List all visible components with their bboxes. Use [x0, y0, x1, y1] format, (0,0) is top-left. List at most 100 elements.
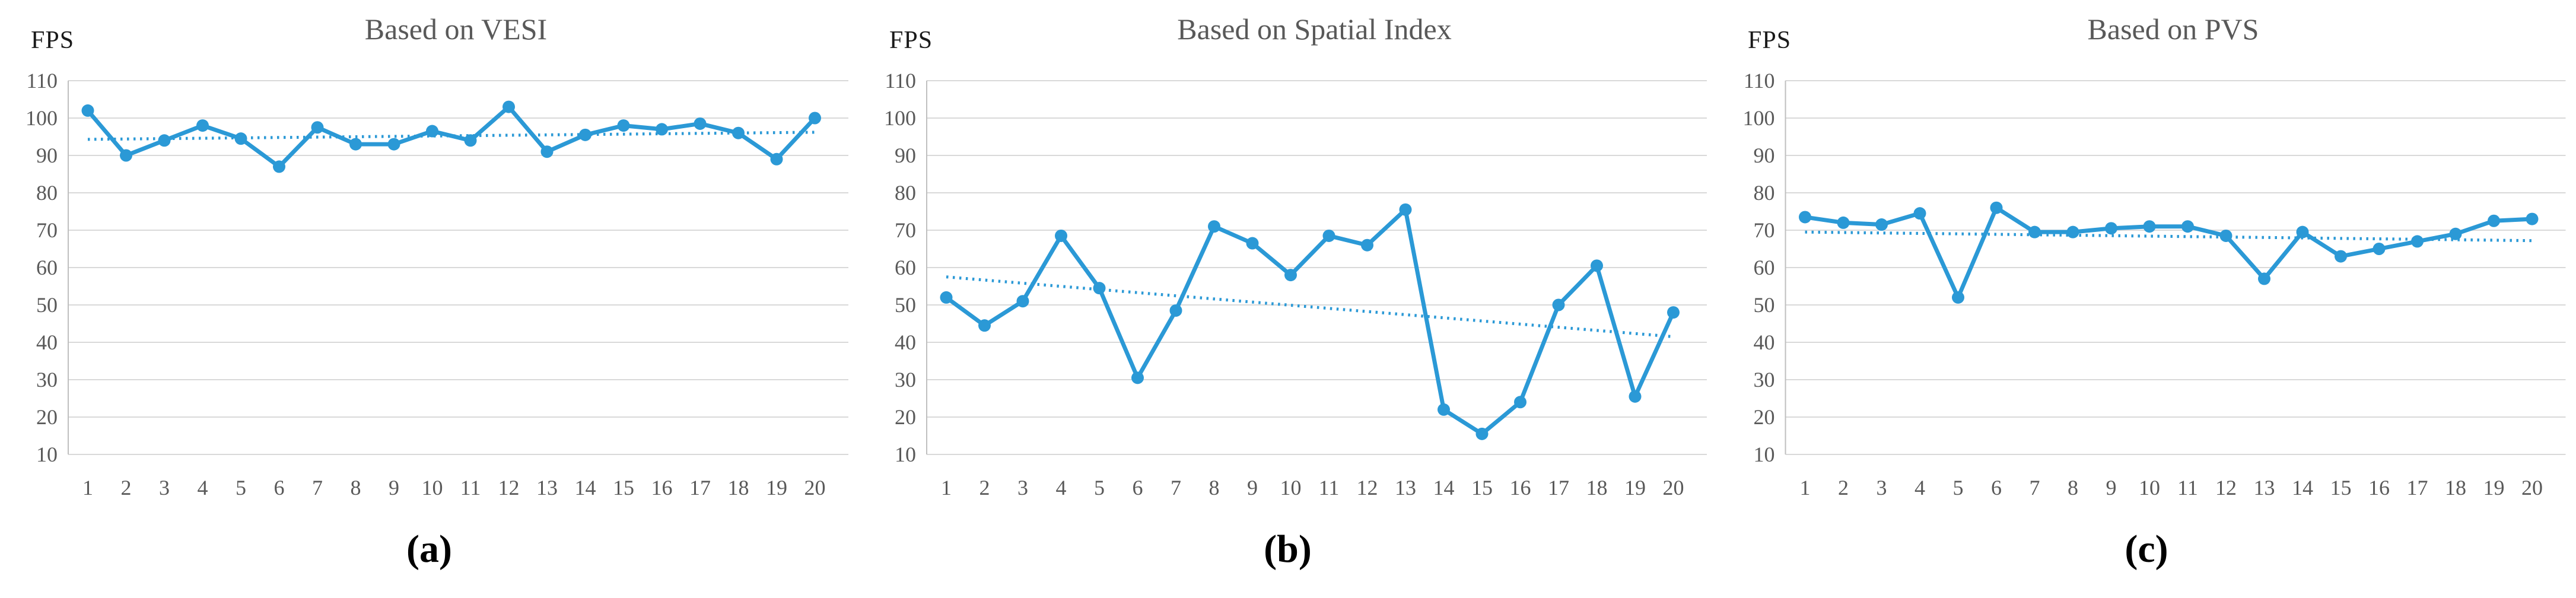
- y-tick-label: 10: [1754, 443, 1775, 466]
- data-point: [234, 132, 247, 145]
- data-point: [1169, 304, 1182, 317]
- data-point: [1131, 371, 1144, 384]
- y-tick-label: 100: [884, 106, 916, 130]
- x-tick-label: 10: [1280, 476, 1302, 500]
- chart-caption: (c): [2125, 527, 2168, 571]
- x-tick-label: 19: [2483, 476, 2505, 500]
- data-point: [2219, 229, 2232, 242]
- data-point: [311, 121, 324, 134]
- y-tick-label: 60: [36, 256, 58, 279]
- data-point: [1016, 295, 1029, 308]
- x-tick-label: 16: [2368, 476, 2390, 500]
- data-point: [809, 112, 821, 125]
- x-tick-label: 18: [2445, 476, 2466, 500]
- data-point: [2105, 222, 2117, 235]
- data-point: [1246, 237, 1259, 250]
- y-tick-label: 80: [1754, 181, 1775, 205]
- x-tick-label: 7: [2030, 476, 2040, 500]
- data-point: [158, 134, 171, 147]
- y-tick-label: 50: [36, 293, 58, 317]
- y-axis-unit-label: FPS: [889, 27, 933, 54]
- y-tick-label: 80: [36, 181, 58, 205]
- x-tick-label: 13: [536, 476, 558, 500]
- data-point: [2181, 220, 2194, 233]
- y-tick-label: 110: [26, 69, 58, 93]
- y-tick-label: 90: [895, 144, 916, 167]
- data-point: [1475, 427, 1489, 440]
- x-tick-label: 10: [422, 476, 443, 500]
- x-tick-label: 9: [1247, 476, 1258, 500]
- y-tick-label: 70: [36, 218, 58, 242]
- data-point: [2143, 220, 2156, 233]
- y-tick-label: 60: [895, 256, 916, 279]
- data-point: [1322, 229, 1335, 242]
- x-tick-label: 14: [1433, 476, 1455, 500]
- data-point: [1837, 216, 1850, 229]
- data-point: [503, 100, 515, 113]
- x-tick-label: 15: [613, 476, 634, 500]
- x-tick-label: 2: [979, 476, 990, 500]
- data-point: [2258, 272, 2270, 285]
- x-tick-label: 6: [274, 476, 285, 500]
- data-point: [2066, 225, 2079, 238]
- y-tick-label: 90: [1754, 144, 1775, 167]
- x-tick-label: 13: [1395, 476, 1416, 500]
- y-tick-label: 10: [36, 443, 58, 466]
- x-tick-label: 16: [651, 476, 673, 500]
- data-point: [273, 160, 285, 173]
- chart-panel-pvs: FPS Based on PVS 110 100 90 80 70 60 50 40 30 20 1…: [1717, 0, 2576, 598]
- chart-panel-vesi: FPS Based on VESI 110 100 90 80 70 60 50 40 30 20…: [0, 0, 858, 598]
- data-point: [2028, 225, 2041, 238]
- x-tick-label: 11: [2177, 476, 2198, 500]
- y-tick-label: 20: [36, 405, 58, 429]
- y-tick-label: 100: [1743, 106, 1775, 130]
- data-point: [2373, 243, 2386, 255]
- chart-caption: (a): [406, 527, 452, 571]
- data-point: [1093, 282, 1106, 295]
- y-tick-label: 110: [885, 69, 916, 93]
- data-point: [1667, 306, 1680, 319]
- data-point: [732, 126, 745, 139]
- x-tick-label: 19: [1624, 476, 1646, 500]
- data-point: [694, 117, 707, 130]
- x-tick-label: 11: [460, 476, 481, 500]
- y-tick-label: 50: [1754, 293, 1775, 317]
- data-point: [426, 125, 438, 138]
- x-tick-label: 8: [351, 476, 361, 500]
- chart-title: Based on Spatial Index: [1177, 12, 1452, 46]
- data-point: [387, 138, 400, 151]
- chart-panel-spatial-index: FPS Based on Spatial Index 110 100 90 80 70 6…: [858, 0, 1717, 598]
- y-tick-label: 100: [26, 106, 58, 130]
- x-tick-label: 8: [1209, 476, 1220, 500]
- y-tick-label: 10: [895, 443, 916, 466]
- x-tick-label: 12: [2215, 476, 2237, 500]
- data-point: [2335, 250, 2347, 263]
- fps-series-line: [944, 207, 1675, 436]
- y-tick-label: 50: [895, 293, 916, 317]
- data-point: [1952, 291, 1964, 304]
- y-tick-label: 30: [1754, 368, 1775, 392]
- y-axis-unit-label: FPS: [1748, 27, 1792, 54]
- x-tick-label: 5: [1094, 476, 1105, 500]
- data-point: [978, 319, 991, 332]
- x-tick-label: 4: [1914, 476, 1925, 500]
- x-tick-label: 7: [1171, 476, 1181, 500]
- x-tick-label: 16: [1510, 476, 1531, 500]
- x-tick-label: 12: [498, 476, 520, 500]
- data-point: [1875, 218, 1888, 231]
- x-tick-label: 17: [2407, 476, 2428, 500]
- x-tick-label: 14: [2292, 476, 2313, 500]
- y-tick-label: 70: [1754, 218, 1775, 242]
- data-point: [540, 145, 554, 158]
- data-point: [2411, 235, 2424, 248]
- y-tick-label: 30: [36, 368, 58, 392]
- x-tick-label: 7: [312, 476, 323, 500]
- data-point: [1552, 298, 1565, 311]
- x-tick-label: 14: [575, 476, 596, 500]
- data-point: [1629, 390, 1642, 403]
- x-tick-label: 11: [1319, 476, 1340, 500]
- chart-title: Based on PVS: [2087, 12, 2259, 46]
- x-tick-label: 18: [728, 476, 749, 500]
